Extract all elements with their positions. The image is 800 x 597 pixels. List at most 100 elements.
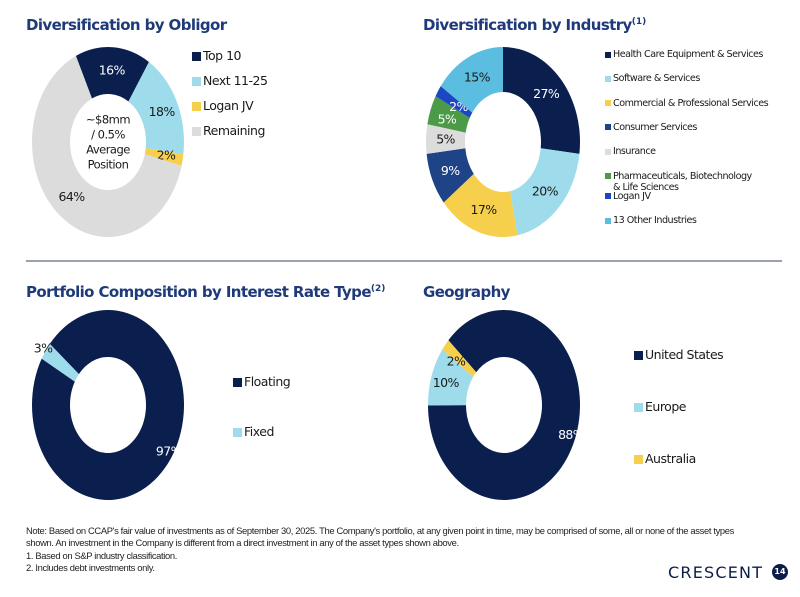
obligor-data-label: 2% (157, 148, 176, 163)
note-text: Note: Based on CCAP's fair value of inve… (26, 525, 734, 536)
obligor-legend-item: Logan JV (192, 98, 254, 113)
legend-label: Software & Services (613, 73, 700, 85)
interest-legend-item: Fixed (233, 424, 274, 439)
industry-data-label: 5% (436, 132, 455, 147)
obligor-center-label: Average (86, 143, 130, 157)
legend-label: 13 Other Industries (613, 215, 697, 227)
geography-data-label: 2% (447, 354, 466, 369)
legend-swatch (192, 51, 201, 61)
crescent-logo: CRESCENT (668, 563, 764, 582)
industry-slice-commercial-professional-services (443, 173, 518, 237)
footnote-ref-1: (1) (631, 17, 647, 27)
industry-slice-health-care-equipment-services (503, 47, 580, 154)
note-text-continued: shown. An investment in the Company is d… (26, 537, 459, 549)
interest-slice-floating (31, 310, 184, 500)
industry-legend-item: Health Care Equipment & Services (605, 49, 763, 60)
obligor-legend-item: Remaining (192, 123, 265, 138)
industry-legend-item: Software & Services (605, 73, 700, 84)
obligor-slice-top-10 (75, 47, 149, 102)
geography-chart-title: Geography (423, 283, 510, 301)
legend-swatch (605, 51, 611, 58)
interest-chart-title: Portfolio Composition by Interest Rate T… (26, 283, 386, 301)
industry-data-label: 27% (533, 86, 560, 101)
legend-swatch (605, 148, 611, 155)
legend-label: Remaining (203, 123, 265, 138)
legend-label: Next 11-25 (203, 73, 268, 88)
geography-data-label: 10% (433, 375, 460, 390)
legend-swatch (634, 402, 643, 412)
legend-label: United States (645, 347, 724, 362)
obligor-center-label: / 0.5% (91, 128, 125, 142)
obligor-data-label: 16% (99, 63, 126, 78)
legend-label: Fixed (244, 424, 274, 439)
legend-label: Pharmaceuticals, Biotechnology & Life Sci… (613, 170, 752, 193)
geography-slice-australia (442, 340, 477, 377)
industry-legend-item: Insurance (605, 146, 656, 157)
industry-legend-item: Commercial & Professional Services (605, 97, 769, 109)
obligor-legend-item: Next 11-25 (192, 73, 268, 88)
legend-label: Logan JV (203, 98, 254, 113)
industry-slice-software-services (510, 148, 580, 236)
interest-legend-item: Floating (233, 374, 291, 389)
legend-label: Health Care Equipment & Services (613, 49, 763, 60)
industry-data-label: 5% (438, 111, 457, 126)
industry-slice-consumer-services (426, 148, 474, 203)
industry-legend-item: Pharmaceuticals, Biotechnology & Life Sci… (605, 171, 763, 193)
legend-swatch (605, 75, 611, 82)
industry-slice-logan-jv (435, 86, 473, 118)
legend-swatch (605, 217, 611, 224)
page-number-badge: 14 (772, 564, 788, 580)
footnote-1: 1. Based on S&P industry classification. (26, 549, 178, 561)
legend-swatch (605, 100, 611, 107)
legend-swatch (233, 377, 242, 387)
footnote-ref-2: (2) (370, 284, 386, 294)
legend-label: Commercial & Professional Services (613, 97, 769, 109)
interest-data-label: 3% (34, 340, 53, 355)
industry-donut: 27%20%17%9%5%5%2%15% (426, 47, 580, 237)
obligor-legend-item: Top 10 (192, 48, 241, 63)
legend-label: Australia (645, 451, 696, 466)
legend-swatch (192, 76, 201, 86)
geography-legend-item: United States (634, 347, 724, 362)
industry-data-label: 9% (441, 163, 460, 178)
legend-label: Insurance (613, 146, 656, 158)
geography-legend-item: Europe (634, 399, 686, 414)
obligor-slice-logan-jv (144, 148, 184, 166)
obligor-center-label: Position (88, 158, 129, 172)
legend-swatch (605, 173, 611, 180)
legend-swatch (605, 124, 611, 131)
legend-swatch (634, 350, 643, 360)
industry-data-label: 15% (464, 69, 491, 84)
geography-donut: 88% 10% 2% (428, 310, 585, 500)
legend-label: Top 10 (203, 48, 241, 63)
legend-label: Logan JV (613, 190, 651, 202)
interest-donut: 97% 3% (31, 310, 184, 500)
industry-legend-item: 13 Other Industries (605, 215, 697, 227)
interest-slice-fixed (41, 343, 79, 382)
industry-data-label: 17% (471, 202, 498, 217)
footnotes: Note: Based on CCAP's fair value of inve… (26, 525, 734, 575)
footnote-2: 2. Includes debt investments only. (26, 562, 155, 574)
industry-legend-item: Consumer Services (605, 122, 697, 133)
interest-data-label: 97% (156, 444, 183, 459)
geography-slice-europe (428, 349, 474, 406)
legend-label: Europe (645, 399, 686, 414)
geography-legend-item: Australia (634, 451, 696, 466)
obligor-slice-next-11-25 (128, 61, 184, 155)
industry-slice-insurance (426, 124, 466, 154)
industry-chart-title: Diversification by Industry(1) (423, 16, 647, 34)
obligor-data-label: 18% (149, 104, 176, 119)
legend-swatch (192, 101, 201, 111)
geography-slice-united-states (428, 310, 581, 500)
legend-swatch (192, 126, 201, 136)
legend-swatch (233, 427, 242, 437)
legend-swatch (605, 193, 611, 200)
obligor-center-label: ~$8mm (86, 113, 130, 127)
obligor-chart-title: Diversification by Obligor (26, 16, 227, 34)
legend-label: Floating (244, 374, 291, 389)
industry-data-label: 20% (532, 184, 559, 199)
section-divider (26, 260, 782, 262)
industry-slice-pharmaceuticals-biotechnology-life-sciences (427, 96, 470, 133)
